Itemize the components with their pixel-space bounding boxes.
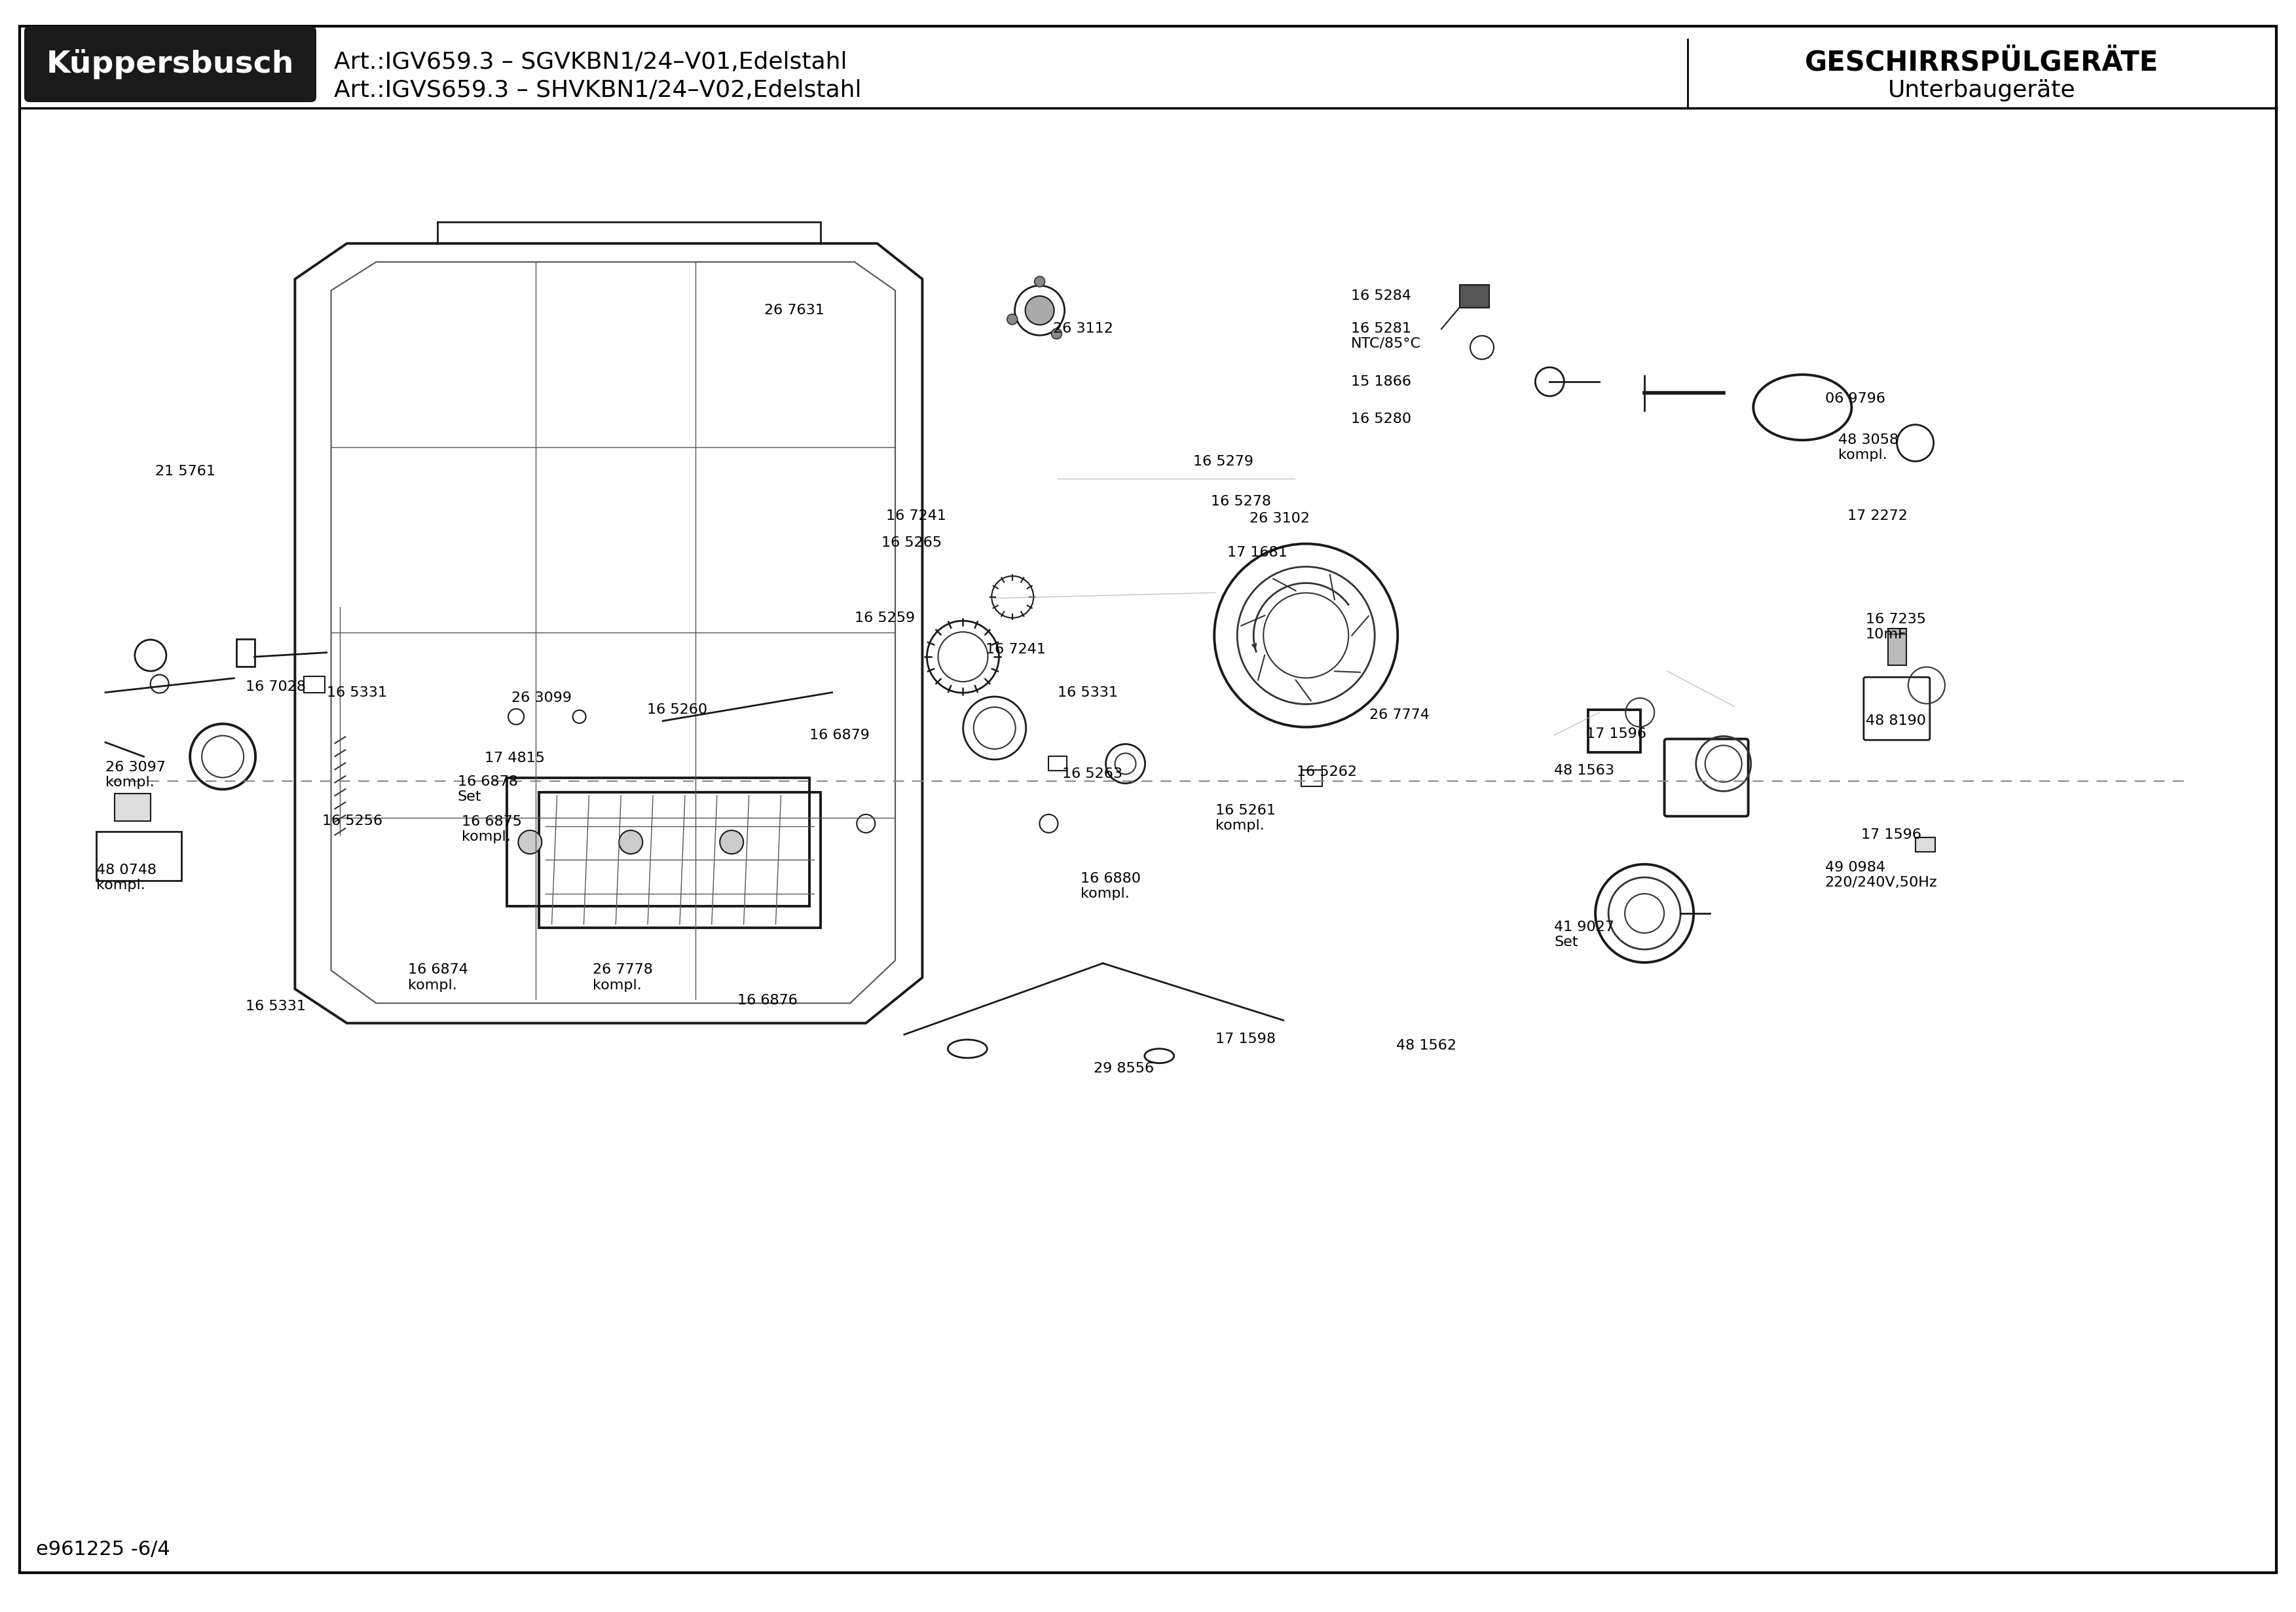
Text: 29 8556: 29 8556 xyxy=(1093,1062,1155,1075)
Text: 26 7774: 26 7774 xyxy=(1368,709,1430,722)
Text: 17 1681: 17 1681 xyxy=(1226,546,1288,559)
Text: 26 3112: 26 3112 xyxy=(1054,322,1114,335)
Text: 16 5265: 16 5265 xyxy=(882,537,941,550)
Text: 17 4815: 17 4815 xyxy=(484,751,544,764)
Text: 48 3058
kompl.: 48 3058 kompl. xyxy=(1839,434,1899,461)
Text: Art.:IGV659.3 – SGVKBN1/24–V01,Edelstahl: Art.:IGV659.3 – SGVKBN1/24–V01,Edelstahl xyxy=(333,52,847,73)
Text: 16 5278: 16 5278 xyxy=(1212,495,1272,508)
Text: 16 7241: 16 7241 xyxy=(985,643,1045,656)
Text: 16 7235
10mF: 16 7235 10mF xyxy=(1867,613,1926,642)
Circle shape xyxy=(1008,314,1017,324)
Text: 48 8190: 48 8190 xyxy=(1867,714,1926,727)
Bar xyxy=(1302,771,1322,787)
Text: 16 5331: 16 5331 xyxy=(1058,685,1118,700)
Text: 49 0984
220/240V,50Hz: 49 0984 220/240V,50Hz xyxy=(1825,861,1938,890)
Text: 17 2272: 17 2272 xyxy=(1848,509,1908,522)
Text: 16 5331: 16 5331 xyxy=(246,999,305,1012)
Circle shape xyxy=(519,830,542,854)
Text: e961225 -6/4: e961225 -6/4 xyxy=(37,1541,170,1559)
Text: Art.:IGVS659.3 – SHVKBN1/24–V02,Edelstahl: Art.:IGVS659.3 – SHVKBN1/24–V02,Edelstah… xyxy=(333,79,861,102)
FancyBboxPatch shape xyxy=(25,26,317,102)
Text: 48 1563: 48 1563 xyxy=(1554,764,1614,777)
Bar xyxy=(115,793,152,821)
Text: 06 9796: 06 9796 xyxy=(1825,392,1885,405)
Bar xyxy=(1915,838,1936,853)
Text: 16 6878
Set: 16 6878 Set xyxy=(457,775,517,803)
Text: 17 1598: 17 1598 xyxy=(1215,1032,1277,1045)
Text: 17 1596: 17 1596 xyxy=(1587,727,1646,740)
Text: 26 3102: 26 3102 xyxy=(1249,513,1309,526)
Bar xyxy=(1589,709,1639,753)
Text: 16 5281
NTC/85°C: 16 5281 NTC/85°C xyxy=(1350,322,1421,350)
Text: 16 6874
kompl.: 16 6874 kompl. xyxy=(409,964,468,991)
Text: 16 5262: 16 5262 xyxy=(1297,766,1357,779)
Circle shape xyxy=(721,830,744,854)
Text: 17 1596: 17 1596 xyxy=(1862,829,1922,841)
Text: 16 5279: 16 5279 xyxy=(1194,455,1254,467)
Circle shape xyxy=(1052,329,1061,339)
Text: 21 5761: 21 5761 xyxy=(156,464,216,479)
Circle shape xyxy=(1035,276,1045,287)
Text: 15 1866: 15 1866 xyxy=(1350,376,1412,388)
Text: 16 5256: 16 5256 xyxy=(321,814,383,827)
Text: 26 3099: 26 3099 xyxy=(512,692,572,704)
Text: 48 0748
kompl.: 48 0748 kompl. xyxy=(96,864,156,891)
Text: 16 6875
kompl.: 16 6875 kompl. xyxy=(461,816,521,843)
Text: 26 3097
kompl.: 26 3097 kompl. xyxy=(106,761,165,790)
Text: 16 7028: 16 7028 xyxy=(246,680,305,693)
Text: 16 5284: 16 5284 xyxy=(1350,290,1412,303)
Text: 26 7631: 26 7631 xyxy=(765,305,824,318)
Text: Unterbaugeräte: Unterbaugeräte xyxy=(1887,79,2076,102)
Text: GESCHIRRSPÜLGERÄTE: GESCHIRRSPÜLGERÄTE xyxy=(1805,48,2158,76)
Bar xyxy=(507,779,810,906)
Bar xyxy=(96,832,181,880)
Text: 16 5280: 16 5280 xyxy=(1350,413,1412,426)
Text: 16 6876: 16 6876 xyxy=(737,993,797,1008)
Circle shape xyxy=(1026,297,1054,326)
Text: 16 7241: 16 7241 xyxy=(886,509,946,522)
Text: 26 7778
kompl.: 26 7778 kompl. xyxy=(592,964,652,991)
Bar xyxy=(1887,629,1906,666)
Text: 16 5260: 16 5260 xyxy=(647,703,707,716)
Circle shape xyxy=(620,830,643,854)
Text: Küppersbusch: Küppersbusch xyxy=(46,48,294,79)
Text: 16 5259: 16 5259 xyxy=(854,613,916,625)
Text: 16 6880
kompl.: 16 6880 kompl. xyxy=(1081,872,1141,901)
Bar xyxy=(236,640,255,667)
Text: 48 1562: 48 1562 xyxy=(1396,1040,1456,1053)
Text: 16 5261
kompl.: 16 5261 kompl. xyxy=(1215,804,1277,832)
Text: 16 5331: 16 5331 xyxy=(326,685,386,700)
Bar xyxy=(303,675,326,693)
Text: 16 6879: 16 6879 xyxy=(810,729,870,742)
Bar xyxy=(1460,285,1488,308)
Text: 16 5263: 16 5263 xyxy=(1063,767,1123,780)
Bar xyxy=(540,791,820,927)
Bar xyxy=(1049,756,1068,771)
Text: 41 9027
Set: 41 9027 Set xyxy=(1554,920,1614,949)
